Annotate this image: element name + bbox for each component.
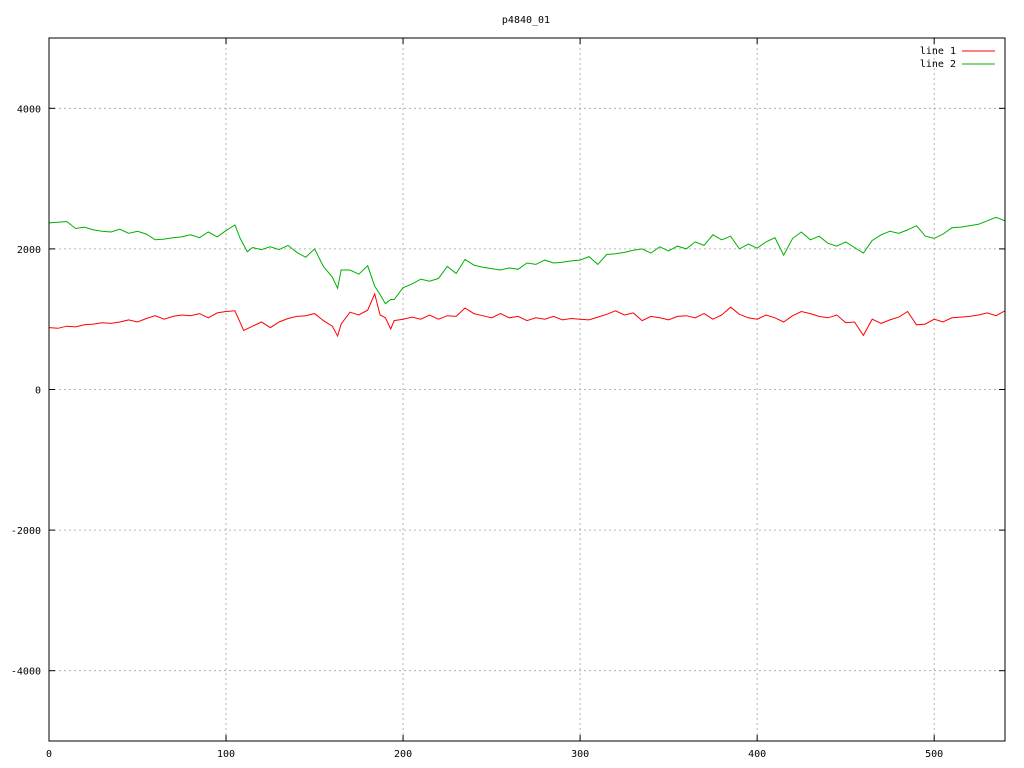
x-tick-label: 0 xyxy=(46,749,52,760)
series-lines xyxy=(48,216,1006,338)
series-line-1 xyxy=(48,292,1006,338)
series-line-2 xyxy=(48,216,1006,305)
x-tick-label: 100 xyxy=(217,749,235,760)
plot-frame xyxy=(48,37,1006,742)
x-tick-label: 400 xyxy=(748,749,766,760)
legend-label-2: line 2 xyxy=(920,59,956,70)
x-tick-label: 500 xyxy=(925,749,943,760)
grid-lines xyxy=(49,38,1005,741)
y-tick-label: 0 xyxy=(35,386,41,397)
y-tick-label: 2000 xyxy=(17,245,41,256)
y-tick-label: -4000 xyxy=(11,667,41,678)
chart-title: p4840_01 xyxy=(502,15,550,26)
y-tick-label: 4000 xyxy=(17,104,41,115)
x-tick-label: 300 xyxy=(571,749,589,760)
legend-label-1: line 1 xyxy=(920,46,956,57)
x-tick-label: 200 xyxy=(394,749,412,760)
legend: line 1 line 2 xyxy=(920,46,995,70)
axis-ticks: 0 100 200 300 400 500 -4000 -2000 0 2000 4000 xyxy=(11,38,1005,760)
y-tick-label: -2000 xyxy=(11,526,41,537)
